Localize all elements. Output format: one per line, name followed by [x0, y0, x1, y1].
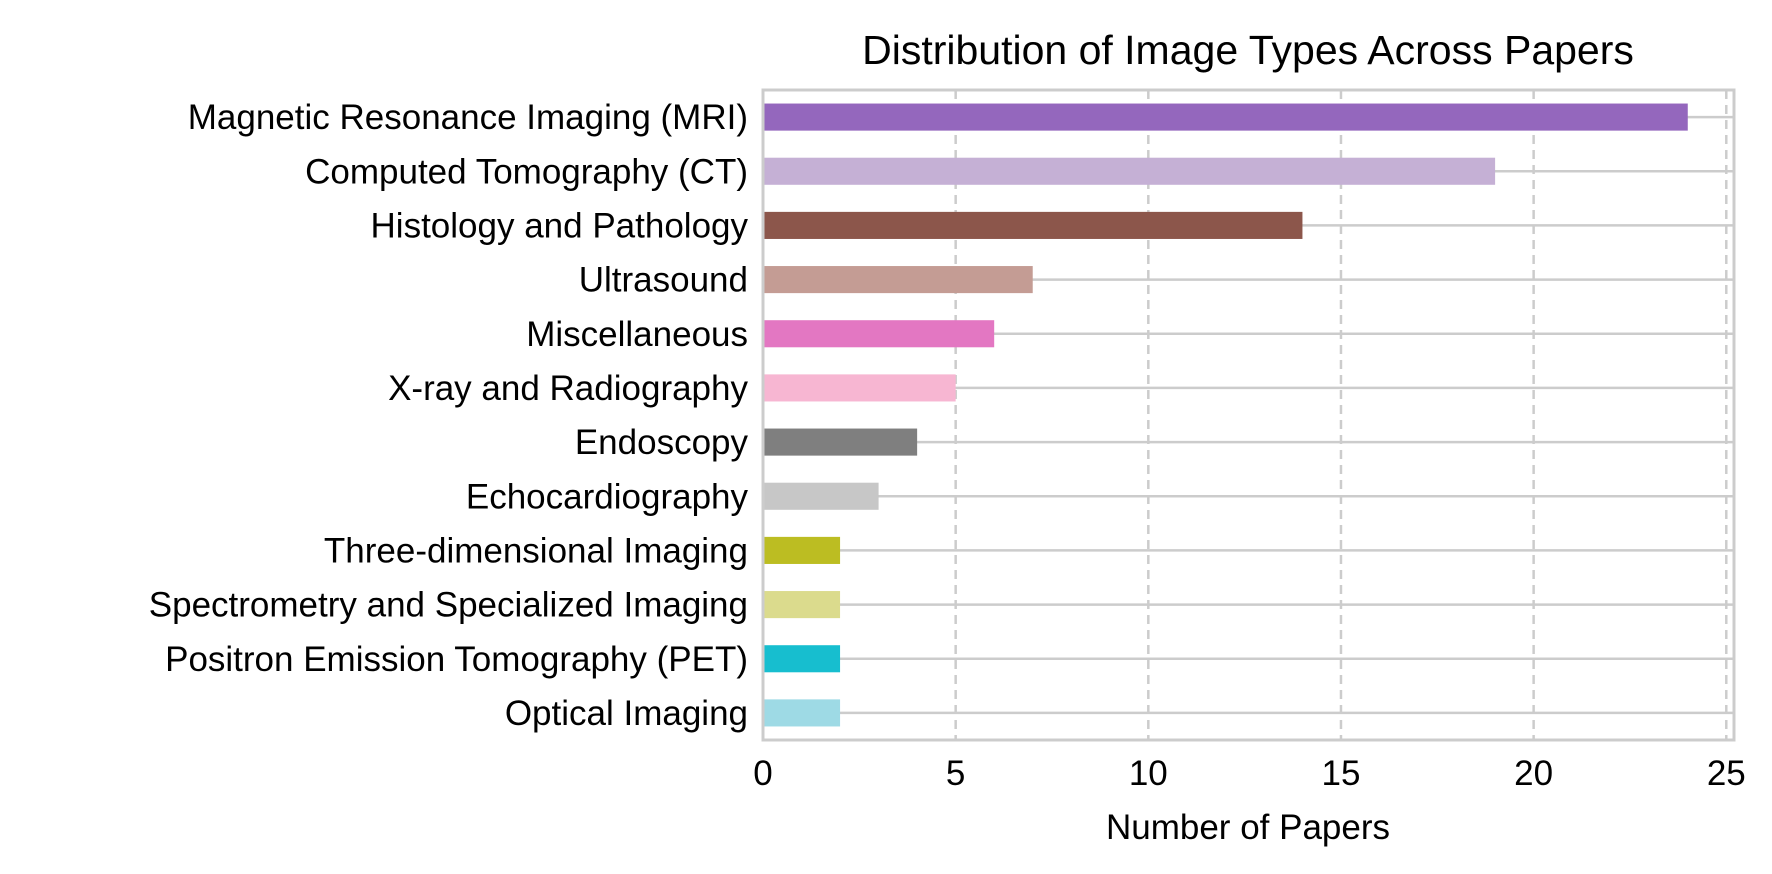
- x-tick-label: 15: [1322, 754, 1361, 793]
- category-label: X-ray and Radiography: [388, 369, 748, 408]
- bar: [763, 103, 1688, 131]
- category-label: Positron Emission Tomography (PET): [165, 640, 748, 679]
- category-label: Miscellaneous: [526, 315, 748, 354]
- category-labels: Magnetic Resonance Imaging (MRI) Computed…: [149, 98, 749, 733]
- category-label: Optical Imaging: [505, 694, 748, 733]
- x-tick-label: 0: [753, 754, 772, 793]
- category-label: Magnetic Resonance Imaging (MRI): [188, 98, 748, 137]
- x-axis-label: Number of Papers: [1106, 808, 1390, 847]
- category-label: Spectrometry and Specialized Imaging: [149, 586, 748, 625]
- bar-layer: [763, 103, 1688, 727]
- bar: [763, 157, 1496, 185]
- bar: [763, 699, 841, 727]
- x-tick-labels: 0 5 10 15 20 25: [753, 754, 1745, 793]
- x-tick-label: 25: [1707, 754, 1746, 793]
- bar: [763, 266, 1033, 294]
- category-label: Echocardiography: [466, 477, 749, 516]
- bar: [763, 591, 841, 619]
- x-tick-label: 10: [1129, 754, 1168, 793]
- category-label: Three-dimensional Imaging: [324, 531, 748, 570]
- bar: [763, 645, 841, 673]
- bar: [763, 211, 1303, 239]
- category-label: Endoscopy: [575, 423, 749, 462]
- bar: [763, 536, 841, 564]
- category-label: Ultrasound: [579, 261, 748, 300]
- x-tick-label: 5: [946, 754, 965, 793]
- category-label: Computed Tomography (CT): [305, 152, 748, 191]
- plot-frame: [761, 88, 1736, 742]
- chart-title: Distribution of Image Types Across Paper…: [862, 27, 1634, 73]
- bar: [763, 320, 995, 348]
- bar: [763, 374, 956, 402]
- x-tick-label: 20: [1514, 754, 1553, 793]
- category-label: Histology and Pathology: [371, 206, 749, 245]
- bar: [763, 428, 918, 456]
- bar: [763, 482, 879, 510]
- grid-layer: [763, 90, 1734, 740]
